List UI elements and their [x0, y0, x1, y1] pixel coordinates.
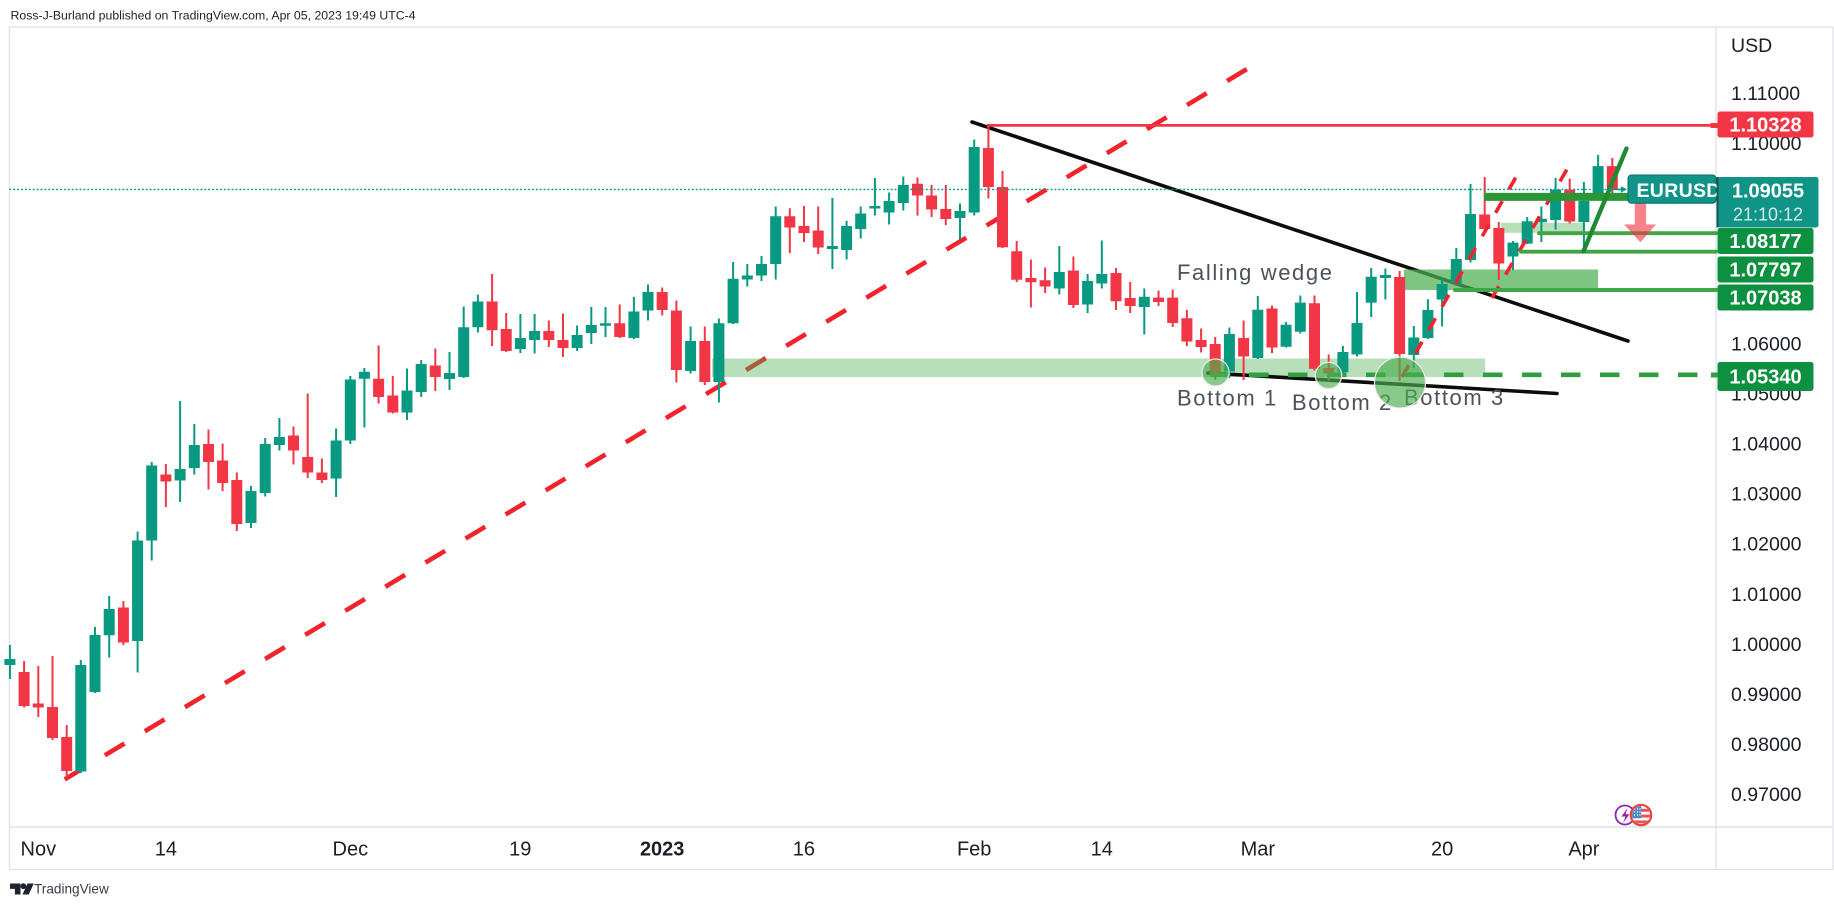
svg-text:Bottom 1: Bottom 1: [1177, 386, 1278, 411]
svg-text:14: 14: [1091, 839, 1113, 861]
svg-text:TradingView: TradingView: [34, 882, 109, 897]
svg-text:1.08177: 1.08177: [1729, 231, 1801, 253]
svg-text:21:10:12: 21:10:12: [1733, 205, 1803, 225]
svg-text:1.07797: 1.07797: [1729, 260, 1801, 282]
svg-text:2023: 2023: [640, 839, 685, 861]
svg-text:0.98000: 0.98000: [1731, 734, 1802, 756]
svg-text:1.06000: 1.06000: [1731, 333, 1802, 355]
svg-text:Bottom 2: Bottom 2: [1292, 390, 1393, 415]
svg-text:0.97000: 0.97000: [1731, 784, 1802, 806]
svg-text:1.11000: 1.11000: [1731, 83, 1800, 105]
svg-text:EURUSD: EURUSD: [1637, 180, 1721, 202]
svg-text:1.02000: 1.02000: [1731, 534, 1802, 556]
svg-text:1.01000: 1.01000: [1731, 584, 1802, 606]
svg-text:0.99000: 0.99000: [1731, 684, 1802, 706]
svg-text:1.07038: 1.07038: [1729, 288, 1801, 310]
svg-text:1.09055: 1.09055: [1732, 181, 1804, 203]
svg-text:Ross-J-Burland published on Tr: Ross-J-Burland published on TradingView.…: [11, 9, 416, 23]
svg-text:1.10328: 1.10328: [1729, 115, 1801, 137]
svg-text:14: 14: [155, 839, 177, 861]
svg-text:Apr: Apr: [1568, 839, 1599, 861]
svg-text:16: 16: [793, 839, 815, 861]
svg-text:20: 20: [1431, 839, 1453, 861]
svg-text:1.05340: 1.05340: [1729, 367, 1801, 389]
svg-text:Feb: Feb: [957, 839, 991, 861]
svg-text:1.00000: 1.00000: [1731, 634, 1802, 656]
svg-text:19: 19: [509, 839, 531, 861]
svg-text:USD: USD: [1731, 35, 1772, 57]
svg-text:Dec: Dec: [333, 839, 369, 861]
svg-text:Falling wedge: Falling wedge: [1177, 260, 1334, 285]
svg-text:Mar: Mar: [1241, 839, 1276, 861]
svg-text:Nov: Nov: [21, 839, 57, 861]
svg-text:1.03000: 1.03000: [1731, 484, 1802, 506]
svg-text:1.04000: 1.04000: [1731, 434, 1802, 456]
svg-text:1.10000: 1.10000: [1731, 133, 1802, 155]
